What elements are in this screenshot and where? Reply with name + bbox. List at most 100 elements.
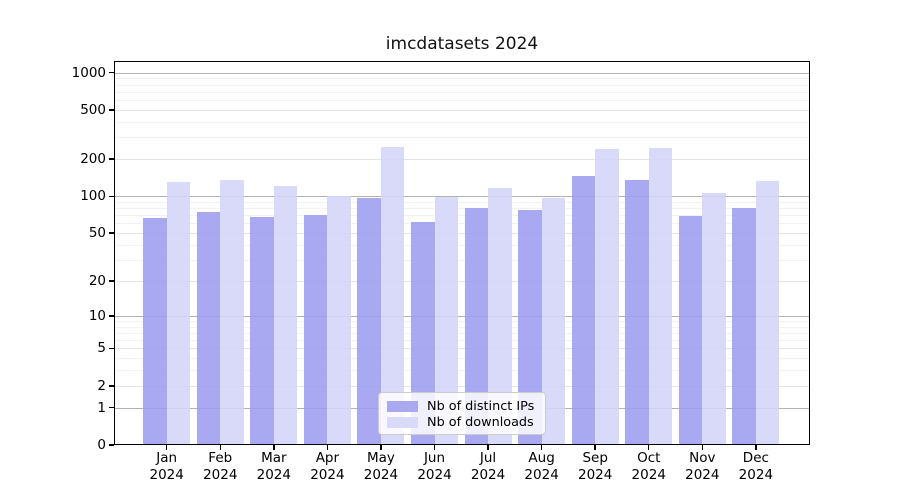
bar-distinct-ips [732, 207, 756, 445]
legend-item-downloads: Nb of downloads [387, 414, 536, 430]
y-tick-label: 10 [88, 307, 106, 324]
grid-line-minor [114, 78, 810, 80]
x-tick-mark [647, 445, 650, 450]
legend-label-distinct-ips: Nb of distinct IPs [427, 398, 535, 414]
grid-line-minor [114, 215, 810, 217]
bar-downloads [220, 180, 244, 445]
bar-distinct-ips [303, 215, 328, 445]
grid-line-minor [114, 259, 810, 261]
grid-line-minor [114, 109, 810, 111]
y-tick-mark [109, 444, 114, 446]
x-tick-mark [380, 445, 382, 450]
y-tick-label: 1000 [71, 64, 106, 81]
x-tick-label: Jul 2024 [470, 450, 506, 483]
bar-distinct-ips [411, 221, 435, 445]
y-tick-label: 20 [88, 272, 106, 289]
grid-line-minor [114, 326, 810, 328]
legend-swatch-downloads [387, 416, 418, 428]
grid-line-minor [114, 233, 810, 235]
y-tick-mark [109, 195, 114, 197]
bar-distinct-ips [196, 211, 221, 445]
y-tick-label: 50 [88, 225, 106, 242]
bar-distinct-ips [625, 180, 649, 445]
x-tick-label: May 2024 [363, 450, 399, 483]
bar-downloads [648, 148, 673, 445]
y-tick-label: 0 [97, 437, 106, 453]
bar-downloads [541, 198, 566, 445]
x-tick-label: Feb 2024 [203, 450, 238, 483]
chart-title: imcdatasets 2024 [385, 34, 539, 54]
legend-swatch-distinct-ips [387, 400, 418, 412]
x-tick-mark [594, 445, 596, 450]
grid-line-minor [114, 280, 810, 282]
bar-distinct-ips [143, 218, 167, 445]
x-tick-mark [165, 445, 168, 450]
bar-distinct-ips [518, 210, 542, 445]
bar-downloads [273, 185, 298, 445]
grid-line-minor [114, 208, 810, 210]
legend: Nb of distinct IPs Nb of downloads [378, 392, 546, 435]
bar-downloads [755, 180, 780, 445]
y-tick-label: 2 [97, 377, 106, 394]
bar-downloads [434, 196, 458, 445]
y-tick-mark [109, 385, 114, 387]
x-tick-label: Aug 2024 [524, 450, 559, 483]
x-tick-label: Mar 2024 [256, 450, 291, 483]
x-tick-mark [701, 445, 704, 450]
x-tick-mark [540, 445, 543, 450]
y-tick-mark [109, 109, 114, 111]
y-tick-mark [109, 280, 114, 282]
grid-line-minor [114, 320, 810, 322]
grid-line-minor [114, 121, 810, 123]
grid-line-minor [114, 84, 810, 86]
grid-line-minor [114, 348, 810, 350]
x-tick-label: Sep 2024 [577, 450, 613, 483]
grid-line-minor [114, 100, 810, 102]
y-tick-mark [109, 315, 114, 317]
x-tick-mark [433, 445, 436, 450]
grid-line-minor [114, 223, 810, 225]
x-tick-label: Jun 2024 [417, 450, 452, 483]
x-tick-label: Nov 2024 [685, 450, 720, 483]
bar-distinct-ips [250, 216, 274, 445]
grid-line-minor [114, 244, 810, 246]
x-tick-mark [273, 445, 275, 450]
y-tick-label: 200 [80, 151, 106, 168]
bar-downloads [595, 149, 619, 445]
bar-downloads [380, 147, 405, 445]
y-tick-label: 500 [80, 101, 106, 118]
bar-distinct-ips [678, 216, 703, 445]
grid-line-minor [114, 159, 810, 161]
x-tick-mark [326, 445, 329, 450]
grid-line-minor [114, 91, 810, 93]
y-tick-mark [109, 406, 114, 409]
y-tick-label: 1 [97, 399, 106, 416]
bar-downloads [327, 196, 351, 445]
x-tick-label: Apr 2024 [310, 450, 345, 483]
y-tick-mark [109, 347, 114, 350]
grid-line-major [114, 315, 810, 317]
y-tick-mark [109, 232, 114, 234]
y-tick-mark [109, 158, 114, 160]
x-tick-label: Jan 2024 [149, 450, 184, 483]
grid-line-minor [114, 332, 810, 334]
x-tick-mark [219, 445, 221, 450]
x-tick-label: Dec 2024 [738, 450, 774, 483]
x-tick-label: Oct 2024 [631, 450, 666, 483]
bar-downloads [488, 188, 512, 445]
grid-line-minor [114, 137, 810, 139]
grid-line-major [114, 196, 810, 198]
bar-distinct-ips [571, 176, 596, 445]
bar-distinct-ips [357, 197, 381, 445]
plot-area [114, 61, 810, 445]
grid-line-major [114, 72, 810, 74]
y-tick-label: 5 [97, 340, 106, 357]
x-tick-mark [755, 445, 757, 450]
bar-distinct-ips [464, 208, 489, 445]
grid-line-minor [114, 385, 810, 387]
legend-label-downloads: Nb of downloads [427, 414, 534, 430]
bar-downloads [166, 182, 191, 445]
bar-downloads [702, 193, 726, 445]
grid-line-minor [114, 340, 810, 342]
